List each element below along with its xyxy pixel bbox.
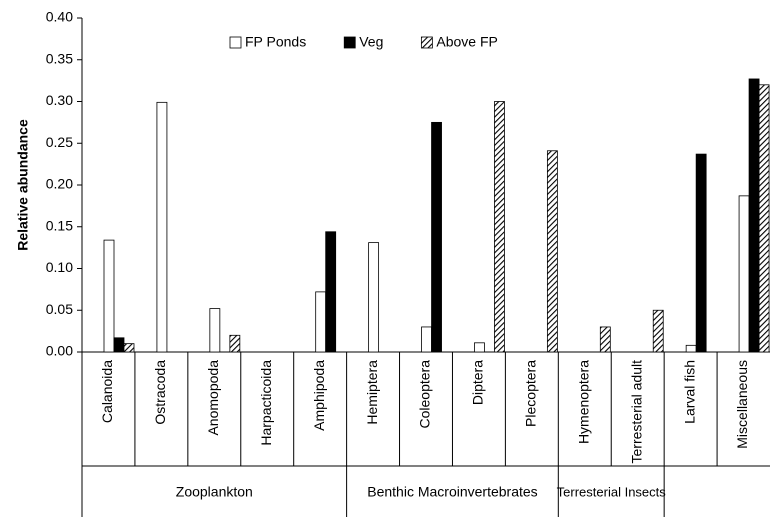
bar [156,101,168,353]
x-tick-label: Coleoptera [417,360,433,429]
x-tick-label: Hymenoptera [575,360,591,444]
bar [758,84,770,353]
bar [474,342,485,353]
bar [421,326,432,353]
legend-swatch [229,36,242,49]
y-tick-label: 0.25 [46,134,73,150]
y-tick-label: 0.10 [46,259,73,275]
y-tick-label: 0.35 [46,50,73,66]
y-tick-label: 0.30 [46,92,73,108]
y-tick-label: 0.15 [46,217,73,233]
bar [652,309,664,353]
group-label: Benthic Macroinvertebrates [367,484,537,500]
bar [209,308,221,353]
x-tick-label: Anomopoda [205,360,221,436]
bar [431,121,442,353]
x-tick-label: Calanoida [99,360,115,423]
bar [229,334,241,353]
y-tick-label: 0.40 [46,9,73,25]
x-tick-label: Plecoptera [523,360,539,427]
legend-label: Above FP [436,34,497,50]
legend-swatch [420,36,433,49]
bar [123,343,135,353]
y-axis-label: Relative abundance [15,119,31,251]
bar [748,78,760,353]
bar [494,101,505,353]
bar [103,239,115,353]
bar [546,150,558,353]
y-tick-label: 0.00 [46,343,73,359]
x-tick-label: Miscellaneous [734,360,750,449]
x-tick-label: Ostracoda [152,360,168,425]
bar [368,242,380,353]
y-tick-label: 0.05 [46,301,73,317]
legend-label: Veg [359,34,383,50]
bar [685,344,697,353]
legend-label: FP Ponds [245,34,306,50]
group-label: Terresterial Insects [557,484,667,499]
legend-swatch [343,36,356,49]
x-tick-label: Harpacticoida [258,360,274,446]
x-tick-label: Terresterial adult [628,360,644,464]
y-tick-label: 0.20 [46,176,73,192]
bar [599,326,611,353]
group-label: Zooplankton [176,484,253,500]
x-tick-label: Hemiptera [364,360,380,425]
bar [325,231,337,353]
x-tick-label: Larval fish [681,360,697,424]
bar [695,153,707,353]
x-tick-label: Amphipoda [311,360,327,431]
bar [113,337,125,353]
x-tick-label: Diptera [470,360,486,405]
bar [738,195,750,353]
bar [315,291,327,353]
